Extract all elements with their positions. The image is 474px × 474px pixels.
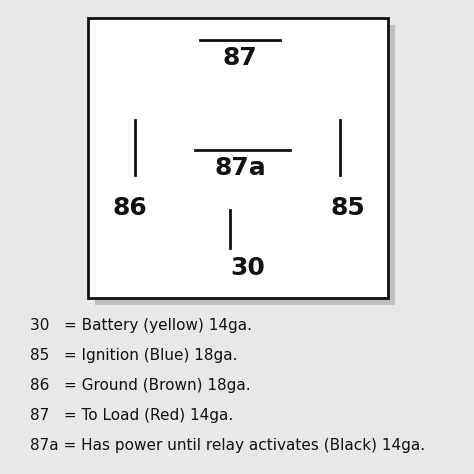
Bar (95, 25, 395, 305)
Text: 86: 86 (113, 196, 147, 220)
Text: 30   = Battery (yellow) 14ga.: 30 = Battery (yellow) 14ga. (30, 318, 252, 333)
Text: 30: 30 (230, 256, 265, 280)
Text: 85: 85 (331, 196, 365, 220)
Text: 85   = Ignition (Blue) 18ga.: 85 = Ignition (Blue) 18ga. (30, 348, 237, 363)
Text: 87a = Has power until relay activates (Black) 14ga.: 87a = Has power until relay activates (B… (30, 438, 425, 453)
Text: 87: 87 (223, 46, 257, 70)
Text: 87a: 87a (214, 156, 266, 180)
Text: 86   = Ground (Brown) 18ga.: 86 = Ground (Brown) 18ga. (30, 378, 251, 393)
Text: 87   = To Load (Red) 14ga.: 87 = To Load (Red) 14ga. (30, 408, 233, 423)
Bar (88, 18, 388, 298)
